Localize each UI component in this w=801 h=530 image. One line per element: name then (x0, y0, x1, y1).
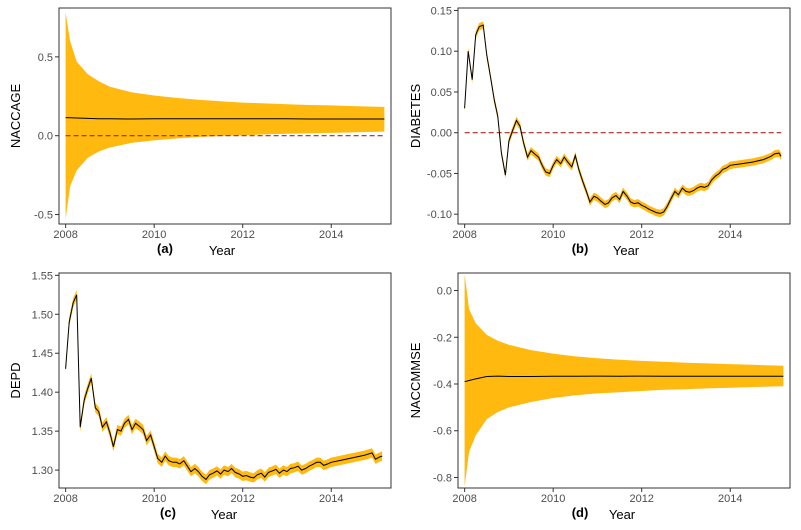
y-tick-label: 0.10 (431, 46, 452, 58)
x-tick-label: 2014 (319, 493, 343, 505)
panel-label: (c) (160, 505, 176, 520)
panel-frame (58, 272, 392, 489)
x-tick-label: 2008 (53, 493, 77, 505)
x-tick-label: 2012 (629, 229, 653, 241)
mean-estimate-line (65, 117, 385, 120)
y-tick-label: 1.35 (32, 426, 53, 438)
y-tick-label: 0.5 (38, 52, 53, 64)
panel-label: (a) (157, 241, 173, 256)
plot-area (65, 12, 385, 220)
x-tick-label: 2008 (452, 229, 476, 241)
y-tick-label: -0.6 (433, 426, 452, 438)
y-tick-label: 1.30 (32, 465, 53, 477)
x-tick-label: 2014 (319, 229, 343, 241)
x-tick-label: 2014 (718, 493, 742, 505)
x-tick-label: 2008 (53, 229, 77, 241)
y-tick-label: 0.00 (431, 128, 452, 140)
x-tick-label: 2010 (541, 493, 565, 505)
panel-c: 2008 2010 2012 2014 1.30 1.35 1.40 1.45 1.50 1.55… (8, 270, 392, 522)
y-tick-label: -0.2 (433, 332, 452, 344)
x-axis-title: Year (613, 243, 640, 258)
x-tick-label: 2010 (142, 493, 166, 505)
y-tick-label: -0.8 (433, 472, 452, 484)
panel-frame (58, 7, 392, 225)
y-tick-label: -0.5 (34, 210, 53, 222)
y-tick-label: 1.45 (32, 348, 53, 360)
x-axis-title: Year (209, 243, 236, 258)
plot-area (464, 274, 784, 487)
x-tick-label: 2012 (230, 229, 254, 241)
y-axis-title: NACCMMSE (408, 342, 423, 418)
confidence-band (464, 274, 784, 487)
y-axis-title: DIABETES (408, 84, 423, 149)
y-tick-label: -0.4 (433, 379, 452, 391)
y-axis-title: NACCAGE (8, 84, 23, 149)
mean-estimate-line (65, 294, 383, 481)
x-tick-label: 2014 (718, 229, 742, 241)
y-tick-label: 0.15 (431, 5, 452, 17)
y-tick-label: 1.55 (32, 270, 53, 282)
y-tick-label: 1.40 (32, 387, 53, 399)
x-tick-label: 2010 (541, 229, 565, 241)
panel-a: 2008 2010 2012 2014 -0.5 0.0 0.5 NACCAGE (a) Year (8, 7, 392, 258)
x-axis-title: Year (211, 507, 238, 522)
y-tick-label: -0.05 (427, 168, 452, 180)
x-tick-label: 2012 (629, 493, 653, 505)
x-tick-label: 2012 (230, 493, 254, 505)
panel-label: (d) (572, 505, 589, 520)
x-axis-title: Year (609, 507, 636, 522)
plot-area (65, 290, 383, 485)
panel-frame (457, 272, 791, 489)
mean-estimate-line (464, 375, 784, 383)
y-tick-label: 0.0 (38, 131, 53, 143)
panel-b: 2008 2010 2012 2014 -0.10 -0.05 0.00 0.05 0.10 0.… (408, 5, 791, 258)
panel-d: 2008 2010 2012 2014 -0.8 -0.6 -0.4 -0.2 0.0 NACCM… (408, 272, 791, 522)
y-tick-label: 0.0 (437, 286, 452, 298)
panel-frame (457, 7, 791, 225)
plot-area (464, 21, 782, 218)
mean-estimate-line (464, 24, 782, 214)
x-tick-label: 2008 (452, 493, 476, 505)
confidence-band (65, 12, 385, 220)
x-tick-label: 2010 (142, 229, 166, 241)
y-tick-label: 0.05 (431, 87, 452, 99)
y-tick-label: -0.10 (427, 209, 452, 221)
y-tick-label: 1.50 (32, 309, 53, 321)
y-axis-title: DEPD (8, 362, 23, 398)
panel-label: (b) (572, 241, 589, 256)
